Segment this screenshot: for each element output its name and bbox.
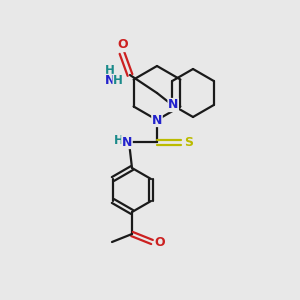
Text: H: H [105, 64, 115, 77]
Text: N: N [105, 74, 115, 88]
Text: N: N [152, 113, 162, 127]
Text: N: N [168, 98, 178, 112]
Text: O: O [118, 38, 128, 52]
Text: H: H [113, 74, 123, 88]
Text: H: H [114, 134, 124, 148]
Text: S: S [184, 136, 194, 148]
Text: N: N [122, 136, 132, 148]
Text: O: O [155, 236, 165, 250]
